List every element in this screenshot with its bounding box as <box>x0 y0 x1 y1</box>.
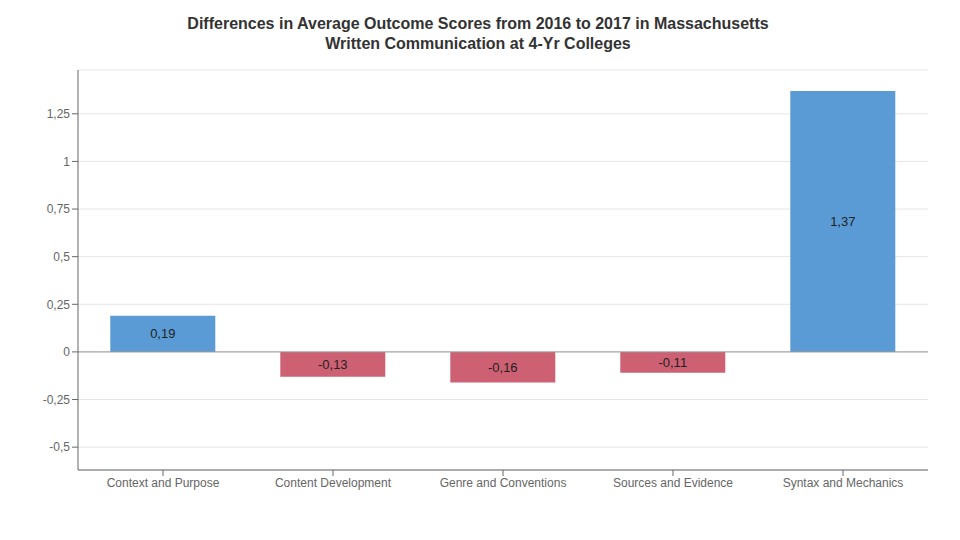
svg-text:-0,25: -0,25 <box>43 393 71 407</box>
svg-text:1,37: 1,37 <box>830 214 855 229</box>
html-text:Differences in Average Outcome: Differences in Average Outcome Scores fr… <box>187 15 769 32</box>
svg-text:0: 0 <box>63 345 70 359</box>
svg-text:0,19: 0,19 <box>150 326 175 341</box>
svg-text:1,25: 1,25 <box>47 107 71 121</box>
svg-text:Content Development: Content Development <box>275 476 392 490</box>
html-text:Written Communication at 4-Yr: Written Communication at 4-Yr Colleges <box>325 35 631 52</box>
svg-text:-0,13: -0,13 <box>318 357 348 372</box>
svg-text:-0,16: -0,16 <box>488 360 518 375</box>
svg-text:Context and Purpose: Context and Purpose <box>107 476 220 490</box>
svg-text:0,75: 0,75 <box>47 202 71 216</box>
svg-text:Genre and Conventions: Genre and Conventions <box>440 476 567 490</box>
svg-text:1: 1 <box>63 155 70 169</box>
svg-text:Sources and Evidence: Sources and Evidence <box>613 476 733 490</box>
svg-text:0,5: 0,5 <box>53 250 70 264</box>
svg-text:-0,5: -0,5 <box>49 440 70 454</box>
svg-text:Syntax and Mechanics: Syntax and Mechanics <box>783 476 904 490</box>
svg-text:-0,11: -0,11 <box>658 355 687 370</box>
svg-text:0,25: 0,25 <box>47 298 71 312</box>
